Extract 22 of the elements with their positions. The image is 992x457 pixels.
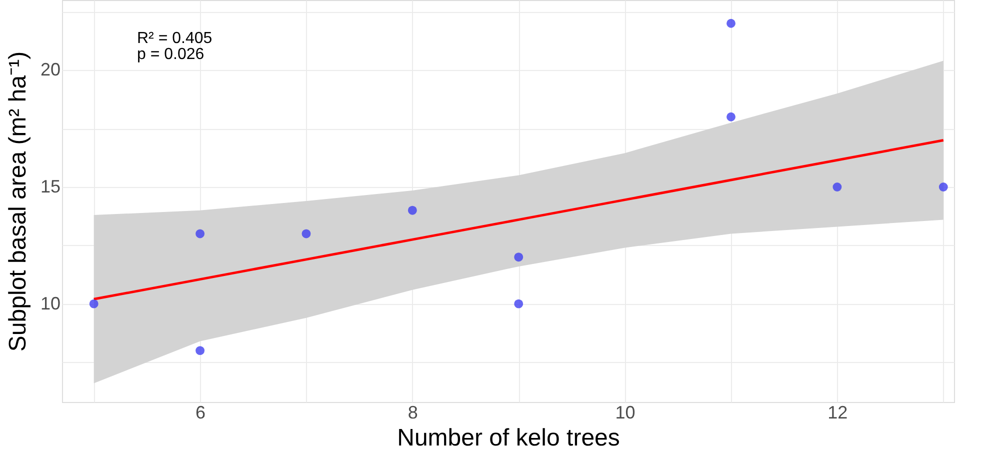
point <box>408 206 417 215</box>
annotation: R² = 0.405 <box>137 30 212 47</box>
point <box>514 252 524 262</box>
point <box>196 229 205 238</box>
x-tick-label: 6 <box>196 402 206 422</box>
y-tick-label: 20 <box>40 60 60 80</box>
x-axis-title: Number of kelo trees <box>397 424 620 452</box>
point <box>514 299 524 308</box>
point <box>726 112 736 122</box>
point <box>832 182 842 192</box>
point <box>196 346 205 356</box>
x-tick-label: 12 <box>828 402 848 422</box>
point <box>726 18 736 28</box>
x-tick-label: 8 <box>408 402 418 422</box>
point <box>938 182 948 192</box>
x-tick-label: 10 <box>615 402 636 422</box>
annotation: p = 0.026 <box>137 46 204 63</box>
point <box>302 229 311 238</box>
y-axis-title: Subplot basal area (m² ha⁻¹) <box>4 51 32 352</box>
point <box>89 299 98 308</box>
y-tick-label: 15 <box>40 176 60 196</box>
y-tick-label: 10 <box>40 293 60 314</box>
